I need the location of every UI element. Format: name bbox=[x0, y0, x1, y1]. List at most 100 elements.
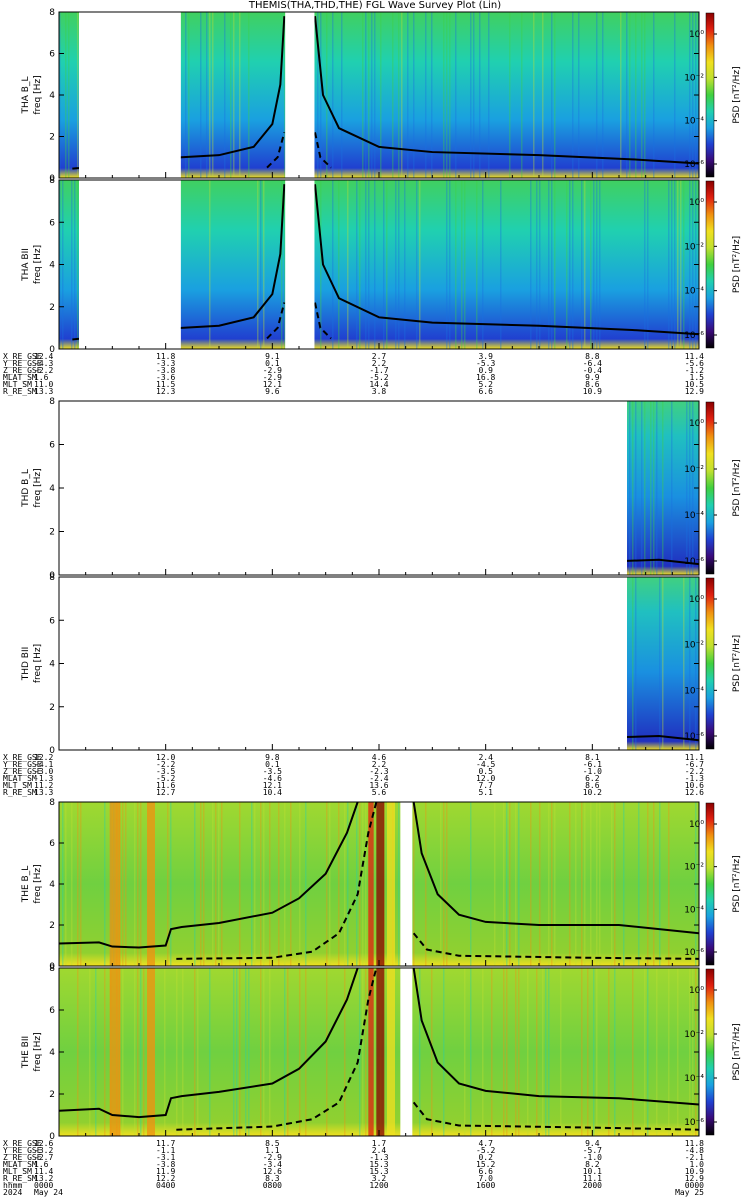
ephemeris-table-thd: X_RE_GSEY_RE_GSEZ_RE_GSEMLAT_SMMLT_SMR_R… bbox=[3, 753, 704, 797]
ephemeris-row-label: MLT_SM bbox=[3, 380, 32, 389]
ephemeris-value: -2.1 bbox=[685, 1153, 704, 1162]
gyrofrequency-trace bbox=[72, 16, 286, 170]
spectrogram-interval bbox=[314, 180, 699, 349]
date-end-label: May 25 bbox=[675, 1188, 704, 1197]
ephemeris-value: 2.7 bbox=[372, 352, 387, 361]
ephemeris-row-label: MLT_SM bbox=[3, 1167, 32, 1176]
ephemeris-value: 12.0 bbox=[156, 753, 175, 762]
panel-ylabel-probe: THD B_L bbox=[21, 469, 31, 508]
ephemeris-value: -2.2 bbox=[34, 366, 53, 375]
ephemeris-value: 11.8 bbox=[685, 1139, 704, 1148]
ephemeris-value: 9.6 bbox=[265, 387, 280, 396]
colorbar-tick-label: 10⁻⁴ bbox=[684, 287, 704, 297]
colorbar-label: PSD [nT²/Hz] bbox=[732, 236, 742, 293]
gyrofrequency-trace bbox=[59, 802, 359, 949]
colorbar-tick-label: 10⁻⁶ bbox=[684, 1118, 704, 1128]
y-tick-label: 8 bbox=[49, 176, 55, 186]
ephemeris-value: 11.9 bbox=[156, 1167, 175, 1176]
y-tick-label: 0 bbox=[49, 174, 55, 184]
colorbar-tick-label: 10⁻² bbox=[684, 242, 704, 252]
colorbar-label: PSD [nT²/Hz] bbox=[732, 635, 742, 692]
ephemeris-value: -5.2 bbox=[476, 1146, 495, 1155]
spectrogram-interval bbox=[180, 12, 286, 178]
colorbar bbox=[705, 401, 715, 575]
ephemeris-value: 9.1 bbox=[265, 352, 280, 361]
y-tick-label: 4 bbox=[49, 880, 55, 890]
ephemeris-value: 13.6 bbox=[369, 781, 388, 790]
ephemeris-value: -1.7 bbox=[369, 366, 388, 375]
ephemeris-value: 0.5 bbox=[478, 767, 493, 776]
ephemeris-value: 1.7 bbox=[372, 1139, 387, 1148]
ephemeris-value: 10.9 bbox=[685, 1167, 704, 1176]
y-tick-label: 8 bbox=[49, 798, 55, 808]
spectrogram-panel-tha-b_ii: 0 2 4 6 8 THA BII freq [Hz] 10⁰ 10⁻² 10⁻⁴ 10⁻⁶ PSD … bbox=[21, 176, 742, 355]
plot-title: THEMIS(THA,THD,THE) FGL Wave Survey Plot… bbox=[248, 0, 502, 11]
ephemeris-value: -5.2 bbox=[156, 774, 175, 783]
ephemeris-value: -1.3 bbox=[34, 774, 53, 783]
ephemeris-value: 15.2 bbox=[476, 1160, 495, 1169]
panel-ylabel-freq: freq [Hz] bbox=[33, 75, 43, 114]
ephemeris-value: 12.4 bbox=[34, 352, 53, 361]
ephemeris-value: 11.6 bbox=[156, 781, 175, 790]
y-tick-label: 8 bbox=[49, 573, 55, 583]
colorbar-tick-label: 10⁻⁴ bbox=[684, 511, 704, 521]
half-gyrofrequency-trace bbox=[176, 802, 378, 960]
spectrogram-panel-the-b_l: 0 2 4 6 8 THE B_L freq [Hz] 10⁰ 10⁻² 10⁻⁴ 10⁻⁶ PSD … bbox=[21, 798, 742, 972]
ephemeris-value: -4.1 bbox=[34, 760, 53, 769]
ephemeris-value: 8.6 bbox=[585, 781, 600, 790]
ephemeris-value: 14.4 bbox=[369, 380, 388, 389]
ephemeris-value: 3.9 bbox=[478, 352, 493, 361]
ephemeris-row-label: Z_RE_GSE bbox=[3, 366, 42, 375]
date-start-label: May 24 bbox=[34, 1188, 63, 1197]
ephemeris-value: -5.6 bbox=[685, 359, 704, 368]
ephemeris-value: -3.4 bbox=[263, 1160, 282, 1169]
spectrogram-interval bbox=[314, 12, 699, 178]
colorbar-tick-label: 10⁻² bbox=[684, 465, 704, 475]
time-tick-label: 1600 bbox=[476, 1181, 495, 1190]
ephemeris-value: 9.9 bbox=[585, 373, 600, 382]
ephemeris-value: -5.2 bbox=[369, 373, 388, 382]
ephemeris-value: 16.8 bbox=[476, 373, 495, 382]
colorbar-tick-label: 10⁻² bbox=[684, 641, 704, 651]
ephemeris-value: -2.9 bbox=[263, 366, 282, 375]
ephemeris-value: 2.4 bbox=[372, 1146, 387, 1155]
gyrofrequency-trace bbox=[59, 968, 359, 1119]
ephemeris-value: -1.3 bbox=[685, 774, 704, 783]
ephemeris-value: 13.3 bbox=[34, 788, 53, 797]
panel-ylabel-freq: freq [Hz] bbox=[33, 1032, 43, 1071]
half-gyrofrequency-trace bbox=[412, 1101, 699, 1131]
trace-group bbox=[627, 558, 699, 566]
ephemeris-value: 11.2 bbox=[34, 781, 53, 790]
ephemeris-value: -3.5 bbox=[156, 767, 175, 776]
ephemeris-value: 11.4 bbox=[34, 1167, 53, 1176]
ephemeris-value: -1.0 bbox=[583, 767, 602, 776]
spectrogram-texture bbox=[629, 401, 694, 575]
ephemeris-value: 9.8 bbox=[265, 753, 280, 762]
ephemeris-value: -3.8 bbox=[156, 366, 175, 375]
ephemeris-value: -5.3 bbox=[476, 359, 495, 368]
ephemeris-value: 8.8 bbox=[585, 352, 600, 361]
ephemeris-value: 12.7 bbox=[156, 788, 175, 797]
colorbar bbox=[705, 180, 715, 349]
y-tick-label: 2 bbox=[49, 703, 55, 713]
ephemeris-value: -2.9 bbox=[263, 373, 282, 382]
panel-frame bbox=[58, 400, 700, 576]
y-tick-label: 4 bbox=[49, 261, 55, 271]
colorbar-tick-label: 10⁻⁶ bbox=[684, 331, 704, 341]
ephemeris-value: 1.5 bbox=[690, 373, 705, 382]
ephemeris-value: 12.6 bbox=[685, 788, 704, 797]
ephemeris-value: -4.8 bbox=[685, 1146, 704, 1155]
y-tick-label: 6 bbox=[49, 616, 55, 626]
ephemeris-value: -6.4 bbox=[583, 359, 602, 368]
ephemeris-row-label: R_RE_SM bbox=[3, 788, 37, 797]
colorbar-tick-label: 10⁻² bbox=[684, 1030, 704, 1040]
spectrogram-panel-the-b_ii: 0 2 4 6 8 THE BII freq [Hz] 10⁰ 10⁻² 10⁻⁴ 10⁻⁶ PSD … bbox=[21, 964, 742, 1142]
gyrofrequency-trace bbox=[627, 558, 699, 566]
ephemeris-value: 5.1 bbox=[478, 788, 493, 797]
spectrogram-interval bbox=[412, 968, 699, 1136]
y-tick-label: 6 bbox=[49, 441, 55, 451]
time-tick-label: 0000 bbox=[685, 1181, 704, 1190]
ephemeris-value: -1.2 bbox=[685, 366, 704, 375]
colorbar-tick-label: 10⁻⁶ bbox=[684, 557, 704, 567]
